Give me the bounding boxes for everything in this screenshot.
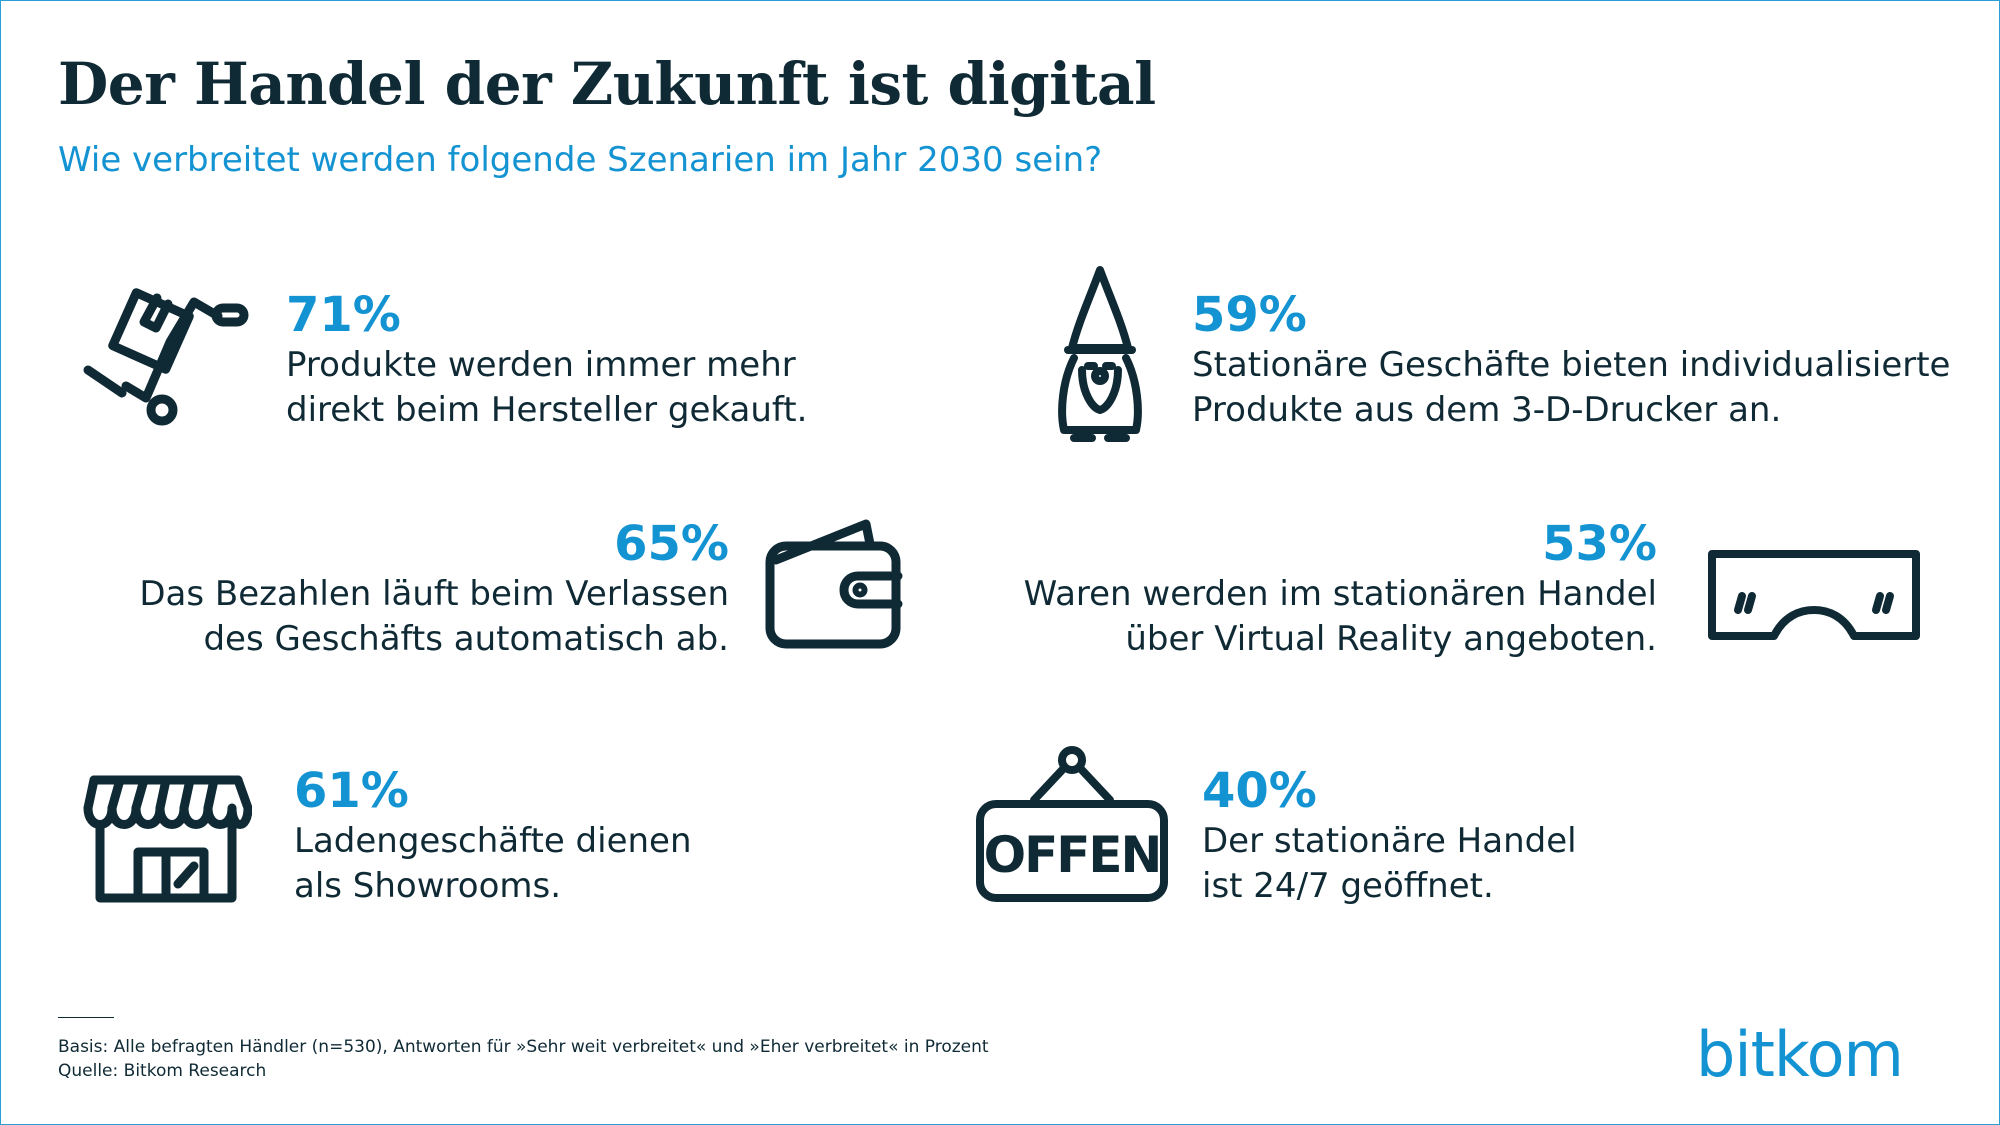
stat-text-line: ist 24/7 geöffnet. bbox=[1202, 866, 1494, 906]
stat-item-6: 40% Der stationäre Handel ist 24/7 geöff… bbox=[1202, 763, 1577, 909]
stat-text-line: über Virtual Reality angeboten. bbox=[1125, 619, 1657, 659]
open-sign-text: OFFEN bbox=[983, 826, 1163, 884]
stat-item-1: 71% Produkte werden immer mehr direkt be… bbox=[286, 287, 807, 433]
stat-item-4: 53% Waren werden im stationären Handel ü… bbox=[1024, 516, 1657, 662]
wallet-icon bbox=[762, 514, 908, 654]
stat-text-line: direkt beim Hersteller gekauft. bbox=[286, 390, 808, 430]
stat-item-3: 65% Das Bezahlen läuft beim Verlassen de… bbox=[139, 516, 729, 662]
stat-text-line: Waren werden im stationären Handel bbox=[1023, 574, 1657, 614]
footer-source: Quelle: Bitkom Research bbox=[58, 1061, 267, 1081]
stat-item-5: 61% Ladengeschäfte dienen als Showrooms. bbox=[294, 763, 692, 909]
stat-text-line: Stationäre Geschäfte bieten individualis… bbox=[1192, 345, 1951, 385]
stat-text-line: Ladengeschäfte dienen bbox=[294, 821, 692, 861]
vr-glasses-icon bbox=[1704, 546, 1924, 646]
percentage-value: 61% bbox=[294, 763, 409, 819]
percentage-value: 65% bbox=[614, 516, 729, 572]
footer-divider bbox=[58, 1017, 114, 1018]
stat-text-line: als Showrooms. bbox=[294, 866, 562, 906]
stat-text-line: Produkte werden immer mehr bbox=[286, 345, 796, 385]
percentage-value: 40% bbox=[1202, 763, 1317, 819]
stat-text-line: Der stationäre Handel bbox=[1202, 821, 1577, 861]
open-sign-icon: OFFEN bbox=[974, 744, 1170, 906]
stat-text-line: Produkte aus dem 3-D-Drucker an. bbox=[1192, 390, 1782, 430]
page-title: Der Handel der Zukunft ist digital bbox=[58, 50, 1156, 118]
stat-text-line: Das Bezahlen läuft beim Verlassen bbox=[139, 574, 729, 614]
page-subtitle: Wie verbreitet werden folgende Szenarien… bbox=[58, 140, 1103, 180]
bitkom-logo: bitkom bbox=[1696, 1018, 1904, 1091]
stat-item-2: 59% Stationäre Geschäfte bieten individu… bbox=[1192, 287, 1950, 433]
percentage-value: 53% bbox=[1542, 516, 1657, 572]
percentage-value: 59% bbox=[1192, 287, 1307, 343]
storefront-icon bbox=[82, 770, 252, 906]
hand-truck-icon bbox=[82, 282, 252, 432]
footer-basis: Basis: Alle befragten Händler (n=530), A… bbox=[58, 1037, 989, 1057]
stat-text-line: des Geschäfts automatisch ab. bbox=[203, 619, 729, 659]
percentage-value: 71% bbox=[286, 287, 401, 343]
garden-gnome-icon bbox=[1052, 262, 1148, 446]
